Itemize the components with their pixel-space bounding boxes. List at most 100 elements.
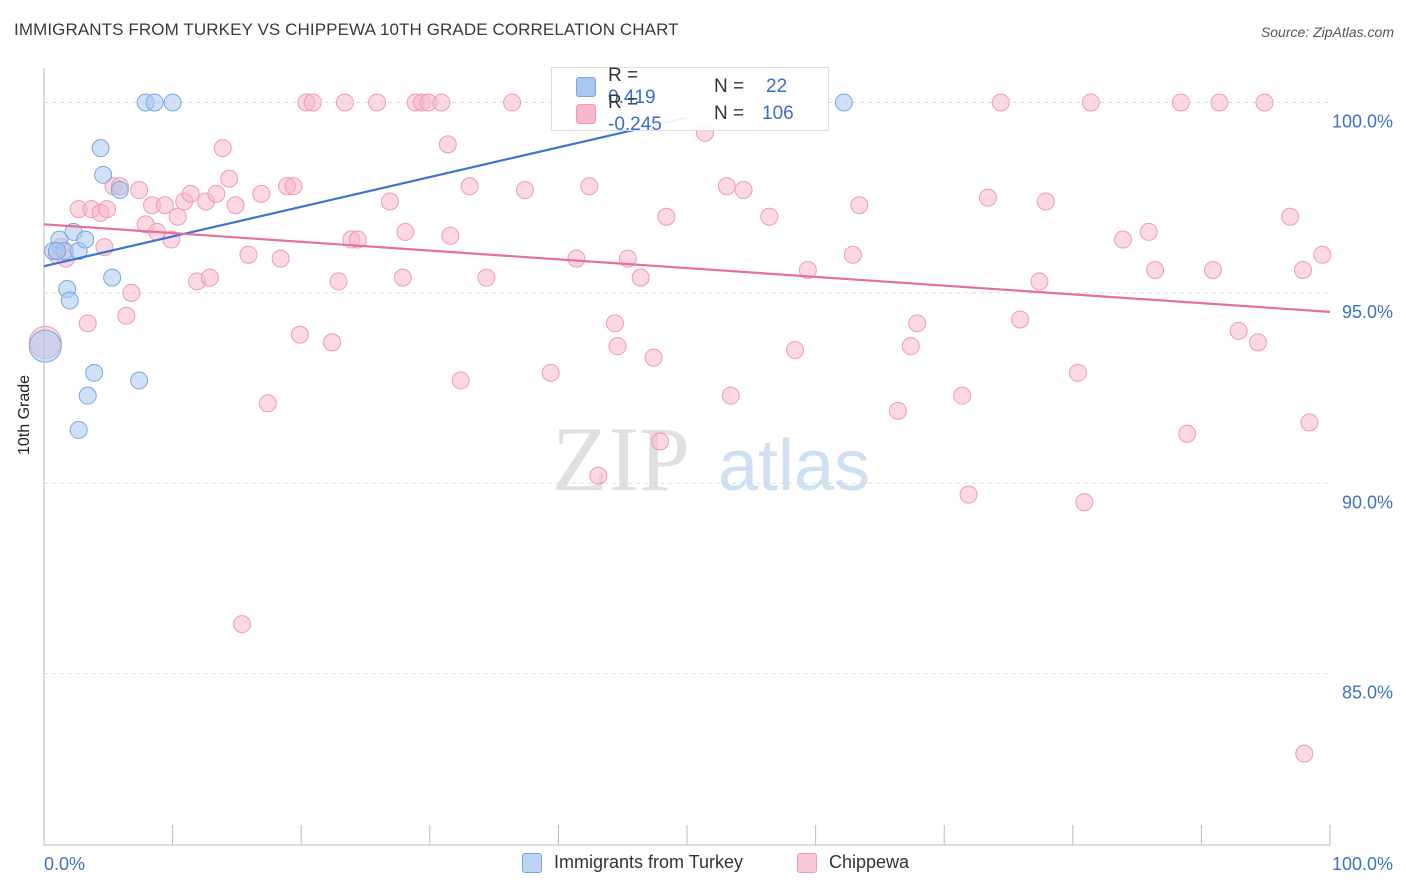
legend-n-value-1: 22 [766,76,788,97]
chippewa-point [580,177,599,196]
chippewa-point [1210,93,1229,112]
legend-swatch-chippewa [797,852,817,873]
chippewa-point [438,135,457,154]
x-tick-label: 100.0% [1332,854,1393,874]
legend-item-chippewa: Chippewa [797,852,909,873]
chippewa-point [220,169,239,188]
chippewa-point [1030,272,1049,291]
turkey-point [163,93,182,112]
tick-labels: 85.0% 90.0% 95.0% 100.0% 0.0% 100.0% [44,111,1393,874]
chippewa-point [1255,93,1274,112]
turkey-point [91,139,110,158]
chippewa-point [605,314,624,333]
chippewa-point [1075,493,1094,512]
chippewa-point [1229,321,1248,340]
chippewa-point [515,181,534,200]
chippewa-point [734,181,753,200]
chippewa-point [721,386,740,405]
chippewa-point [1113,230,1132,249]
chippewa-point [380,192,399,211]
turkey-trend-line [43,116,688,268]
chippewa-point [213,139,232,158]
chippewa-point [1293,261,1312,280]
chippewa-point [1295,744,1314,763]
chippewa-point [290,325,309,344]
chippewa-point [284,177,303,196]
chippewa-point [850,196,869,215]
chippewa-trend-line [43,223,1331,313]
chippewa-point [631,268,650,287]
chippewa-point [368,93,387,112]
y-tick-label: 85.0% [1342,683,1393,703]
chippewa-point [396,222,415,241]
chippewa-point [1300,413,1319,432]
chippewa-point [303,93,322,112]
turkey-points [28,93,853,439]
legend-swatch-turkey [522,852,542,873]
chippewa-point [323,333,342,352]
chippewa-point [650,432,669,451]
chippewa-point [168,207,187,226]
turkey-point [145,93,164,112]
chippewa-point [1281,207,1300,226]
chippewa-point [1203,261,1222,280]
legend-n-label-2: N = [714,103,745,124]
turkey-point [47,241,66,260]
turkey-point [28,329,62,363]
chippewa-point [477,268,496,287]
chippewa-point [271,249,290,268]
chippewa-point [503,93,522,112]
turkey-point [69,420,88,439]
chippewa-point [441,226,460,245]
series-legend: Immigrants from Turkey Chippewa [0,852,1406,876]
chippewa-point [200,268,219,287]
chippewa-point [786,340,805,359]
chippewa-point [1139,222,1158,241]
chippewa-point [717,177,736,196]
y-tick-label: 95.0% [1342,302,1393,322]
chippewa-point [541,363,560,382]
chippewa-point [1248,333,1267,352]
watermark: ZIP atlas [552,408,870,510]
x-tick-label: 0.0% [44,854,85,874]
legend-item-turkey: Immigrants from Turkey [522,852,743,873]
y-axis-label: 10th Grade [16,374,33,455]
chippewa-point [843,245,862,264]
turkey-point [78,386,97,405]
watermark-atlas: atlas [718,426,870,506]
chippewa-point [760,207,779,226]
chippewa-point [1178,424,1197,443]
chippewa-point [233,615,252,634]
chippewa-point [258,394,277,413]
chippewa-point [991,93,1010,112]
axes [43,68,1331,846]
chippewa-point [348,230,367,249]
turkey-point [834,93,853,112]
chippewa-point [1036,192,1055,211]
chippewa-point [608,337,627,356]
chippewa-point [567,249,586,268]
trend-lines [43,116,1331,313]
legend-row-chippewa: R = -0.245 N = 106 [576,92,794,135]
legend-label-turkey: Immigrants from Turkey [554,852,744,872]
legend-label-chippewa: Chippewa [829,852,910,872]
chippewa-point [1068,363,1087,382]
chippewa-point [239,245,258,264]
chippewa-point [460,177,479,196]
chippewa-point [122,283,141,302]
chippewa-point [155,196,174,215]
chippewa-point [589,466,608,485]
legend-n-label-1: N = [714,76,745,97]
chippewa-point [130,181,149,200]
chippewa-point [335,93,354,112]
chippewa-points [28,93,1332,763]
y-tick-label: 90.0% [1342,492,1393,512]
chippewa-point [901,337,920,356]
chippewa-point [226,196,245,215]
chippewa-point [1146,261,1165,280]
chippewa-point [953,386,972,405]
chippewa-point [393,268,412,287]
chippewa-point [908,314,927,333]
chippewa-point [657,207,676,226]
